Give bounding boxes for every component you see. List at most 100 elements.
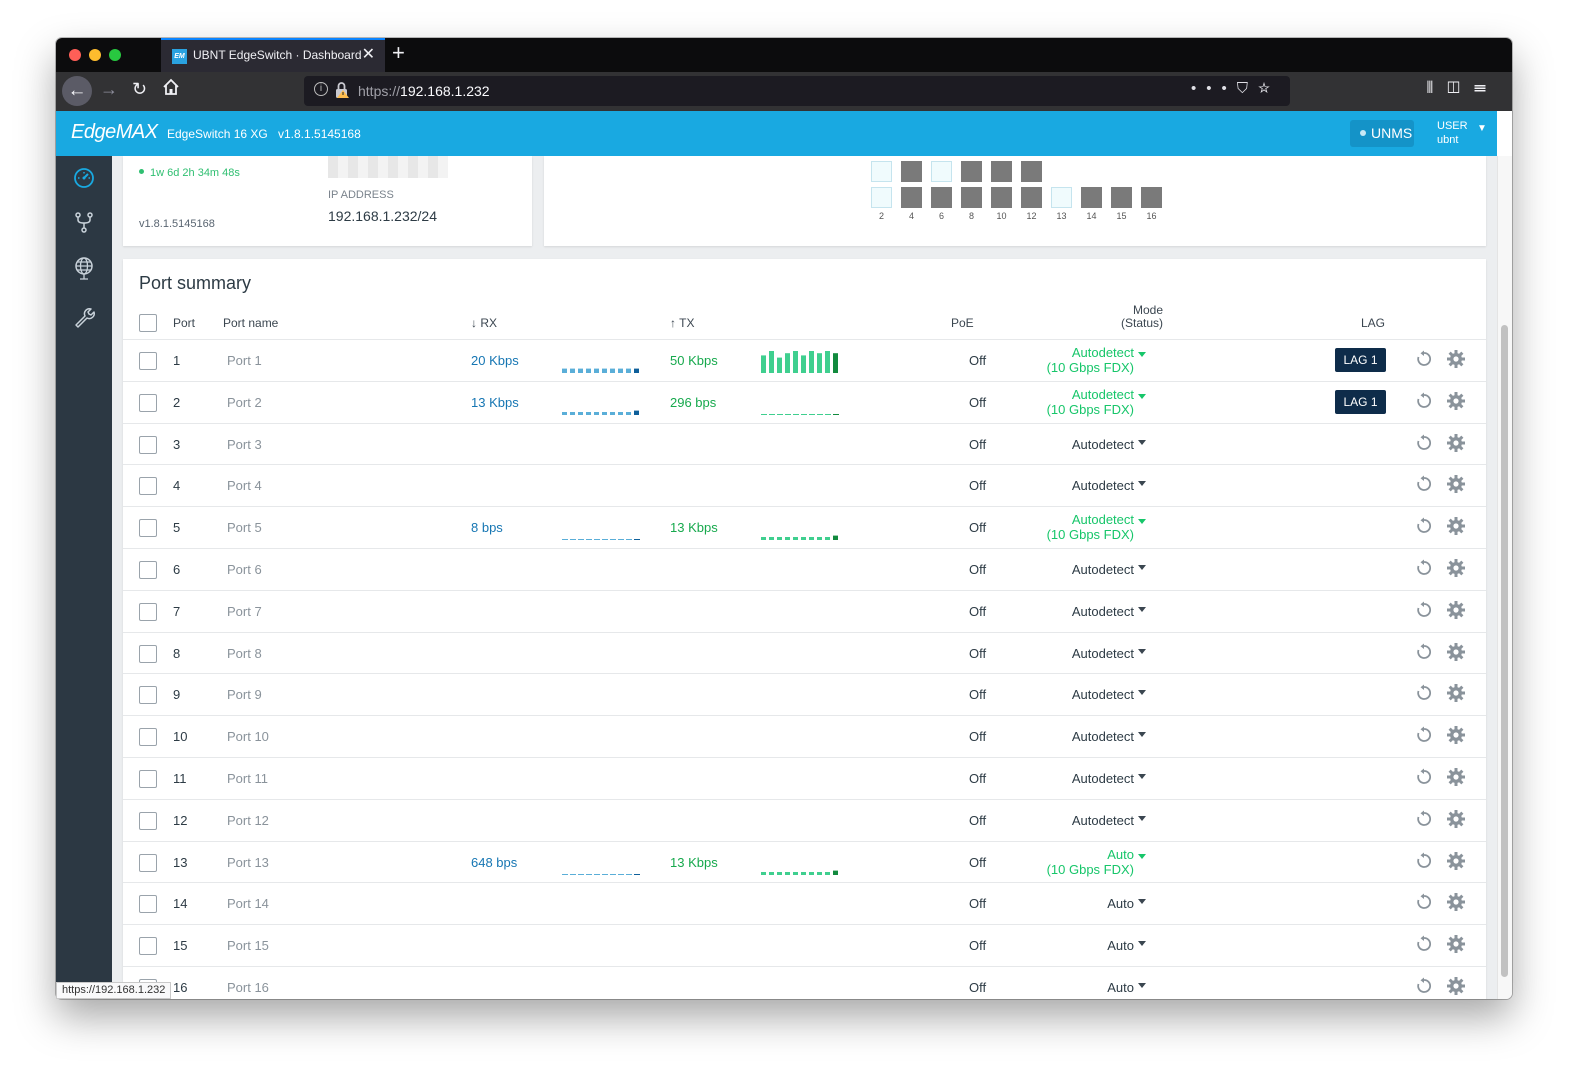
port-checkbox[interactable]	[139, 561, 157, 579]
reset-port-icon[interactable]	[1415, 852, 1433, 870]
port-map-box[interactable]	[871, 187, 892, 208]
gear-icon[interactable]	[1446, 809, 1466, 829]
gear-icon[interactable]	[1446, 433, 1466, 453]
reset-port-icon[interactable]	[1415, 434, 1433, 452]
port-name[interactable]: Port 15	[227, 938, 269, 954]
chevron-down-icon[interactable]	[1138, 815, 1146, 821]
bookmark-star-icon[interactable]: ☆	[1257, 80, 1280, 97]
gear-icon[interactable]	[1446, 391, 1466, 411]
port-checkbox[interactable]	[139, 519, 157, 538]
lag-badge[interactable]: LAG 1	[1335, 389, 1386, 414]
reset-port-icon[interactable]	[1415, 517, 1433, 535]
reset-port-icon[interactable]	[1415, 475, 1433, 493]
mode-select[interactable]: Autodetect	[1071, 729, 1134, 745]
chevron-down-icon[interactable]	[1138, 983, 1146, 988]
gear-icon[interactable]	[1446, 767, 1466, 787]
reset-port-icon[interactable]	[1415, 684, 1433, 702]
port-map-box[interactable]	[1141, 187, 1162, 208]
mode-select[interactable]: Auto	[1107, 896, 1134, 912]
chevron-down-icon[interactable]	[1138, 941, 1146, 947]
mode-select[interactable]: Auto	[1107, 938, 1134, 954]
scrollbar-thumb[interactable]	[1501, 325, 1508, 977]
new-tab-button[interactable]: +	[392, 40, 405, 65]
reset-port-icon[interactable]	[1415, 350, 1433, 368]
gear-icon[interactable]	[1446, 642, 1466, 662]
gear-icon[interactable]	[1446, 349, 1466, 369]
port-checkbox[interactable]	[139, 435, 157, 454]
reset-port-icon[interactable]	[1415, 559, 1433, 577]
chevron-down-icon[interactable]	[1138, 899, 1146, 905]
chevron-down-icon[interactable]	[1138, 648, 1146, 654]
sidebar-toggle-icon[interactable]: ◫	[1447, 80, 1474, 97]
mode-select[interactable]: Autodetect	[1071, 478, 1134, 494]
chevron-down-icon[interactable]	[1138, 519, 1146, 525]
chevron-down-icon[interactable]	[1138, 853, 1146, 859]
reset-port-icon[interactable]	[1415, 601, 1433, 619]
header-port[interactable]: Port	[173, 316, 196, 330]
port-checkbox[interactable]	[139, 770, 157, 788]
port-checkbox[interactable]	[139, 686, 157, 705]
chevron-down-icon[interactable]	[1138, 606, 1146, 612]
gear-icon[interactable]	[1446, 892, 1466, 912]
port-name[interactable]: Port 7	[227, 603, 262, 619]
port-map-box[interactable]	[1111, 187, 1132, 208]
chevron-down-icon[interactable]	[1138, 732, 1146, 738]
library-icon[interactable]: ⫴	[1426, 80, 1448, 97]
mode-select[interactable]: Autodetect	[1071, 603, 1134, 619]
port-checkbox[interactable]	[139, 393, 157, 412]
port-name[interactable]: Port 5	[227, 520, 262, 536]
port-map-box[interactable]	[871, 161, 892, 182]
chevron-down-icon[interactable]	[1138, 774, 1146, 779]
mode-select[interactable]: Auto	[1107, 980, 1134, 995]
edgemax-logo[interactable]: EdgeMAX	[71, 121, 158, 143]
header-mode[interactable]: Mode (Status)	[1063, 304, 1163, 330]
port-name[interactable]: Port 16	[227, 980, 269, 995]
port-map-box[interactable]	[1021, 161, 1042, 182]
mode-select[interactable]: Autodetect	[1071, 687, 1134, 703]
port-name[interactable]: Port 11	[227, 771, 268, 786]
port-checkbox[interactable]	[139, 895, 157, 914]
chevron-down-icon[interactable]	[1138, 690, 1146, 696]
reload-button[interactable]: ↻	[132, 79, 148, 99]
header-lag[interactable]: LAG	[1361, 316, 1386, 330]
port-name[interactable]: Port 3	[227, 436, 262, 452]
close-tab-icon[interactable]: ✕	[361, 46, 375, 63]
port-checkbox[interactable]	[139, 811, 157, 830]
gear-icon[interactable]	[1446, 474, 1466, 494]
close-window-button[interactable]	[69, 49, 81, 61]
gear-icon[interactable]	[1446, 558, 1466, 578]
reset-port-icon[interactable]	[1415, 893, 1433, 911]
port-name[interactable]: Port 1	[227, 353, 262, 368]
port-name[interactable]: Port 14	[227, 896, 269, 912]
port-name[interactable]: Port 8	[227, 645, 262, 661]
port-map-box[interactable]	[991, 187, 1012, 208]
network-icon[interactable]	[72, 256, 96, 280]
menu-icon[interactable]: ☰	[1473, 80, 1500, 97]
chevron-down-icon[interactable]	[1138, 481, 1146, 487]
port-map-box[interactable]	[931, 187, 952, 208]
tools-icon[interactable]	[72, 305, 96, 329]
reset-port-icon[interactable]	[1415, 643, 1433, 661]
mode-select[interactable]: Autodetect	[1071, 562, 1134, 577]
user-menu[interactable]: USER ubnt ▼	[1437, 119, 1487, 147]
gear-icon[interactable]	[1446, 934, 1466, 954]
port-name[interactable]: Port 6	[227, 562, 262, 577]
port-name[interactable]: Port 13	[227, 854, 269, 870]
gear-icon[interactable]	[1446, 851, 1466, 871]
mode-select[interactable]: Autodetect	[1071, 812, 1134, 828]
port-map-box[interactable]	[901, 187, 922, 208]
header-tx[interactable]: ↑ TX	[670, 316, 695, 330]
port-map-box[interactable]	[991, 161, 1012, 182]
mode-select[interactable]: Autodetect	[1071, 645, 1134, 661]
unms-button[interactable]: UNMS	[1350, 120, 1414, 147]
header-port-name[interactable]: Port name	[223, 316, 279, 330]
gear-icon[interactable]	[1446, 600, 1466, 620]
reset-port-icon[interactable]	[1415, 810, 1433, 828]
header-poe[interactable]: PoE	[951, 316, 974, 330]
select-all-checkbox[interactable]	[139, 314, 157, 332]
mode-select[interactable]: Autodetect (10 Gbps FDX)	[1047, 387, 1134, 417]
port-name[interactable]: Port 2	[227, 394, 262, 410]
zoom-window-button[interactable]	[109, 49, 121, 61]
port-map-box[interactable]	[961, 161, 982, 182]
port-name[interactable]: Port 10	[227, 729, 269, 745]
